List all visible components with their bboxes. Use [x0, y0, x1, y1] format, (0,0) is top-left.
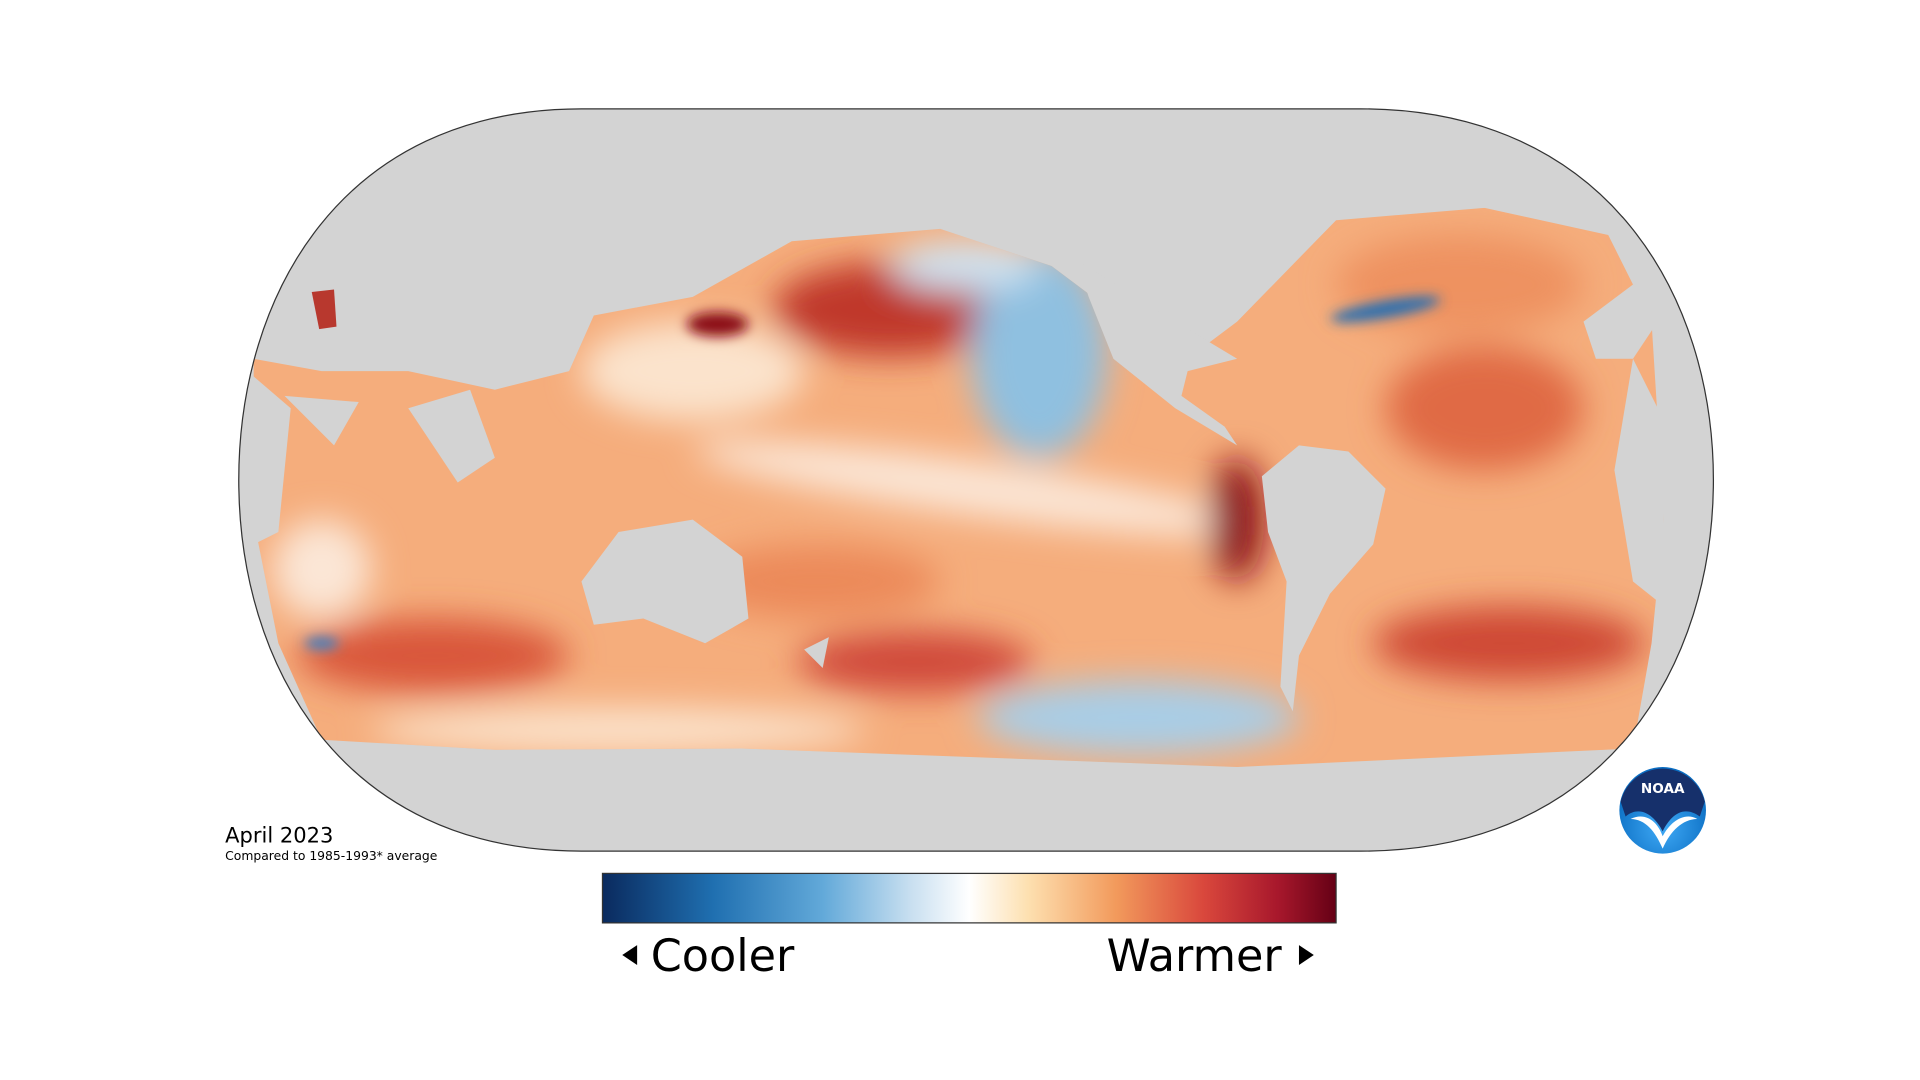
anomaly: [1373, 606, 1646, 681]
map: [238, 108, 1714, 852]
map-subtitle: Compared to 1985-1993* average: [225, 849, 437, 863]
anomaly: [304, 637, 339, 650]
anomaly: [692, 544, 941, 619]
continents: [247, 259, 1664, 712]
anomaly: [296, 618, 570, 693]
color-scale: [601, 872, 1337, 924]
anomaly-detail: [304, 296, 1441, 650]
high-label: Warmer: [1107, 930, 1283, 982]
caspian-sea: [311, 289, 337, 330]
anomaly: [890, 241, 1040, 291]
anomaly: [686, 311, 749, 337]
anomaly: [1330, 296, 1441, 323]
low-label: Cooler: [651, 930, 795, 982]
anomaly: [977, 680, 1299, 755]
anomaly: [695, 440, 1260, 537]
anomaly: [971, 247, 1108, 458]
north-america: [1076, 259, 1238, 446]
anomaly: [1209, 457, 1265, 582]
arabia: [284, 395, 359, 446]
map-date: April 2023: [225, 822, 333, 847]
arrow-left: [622, 945, 638, 965]
india: [408, 389, 495, 483]
anomaly: [1385, 346, 1584, 471]
anomaly: [371, 707, 866, 753]
africa-west: [247, 371, 291, 545]
anomaly: [581, 321, 805, 421]
map-outline: [238, 108, 1715, 852]
anomaly: [797, 630, 1033, 693]
europe: [1583, 284, 1658, 359]
noaa-logo: NOAA: [1619, 767, 1706, 854]
logo-gull: [1630, 816, 1698, 849]
new-zealand: [804, 637, 829, 669]
anomaly: [272, 519, 372, 619]
africa-east: [1614, 358, 1664, 607]
australia: [581, 519, 749, 644]
arrow-right: [1298, 945, 1314, 965]
logo-top: [1620, 768, 1705, 832]
anomaly-field: [272, 235, 1646, 755]
logo-text: NOAA: [1641, 781, 1685, 797]
south-america: [1261, 445, 1386, 712]
